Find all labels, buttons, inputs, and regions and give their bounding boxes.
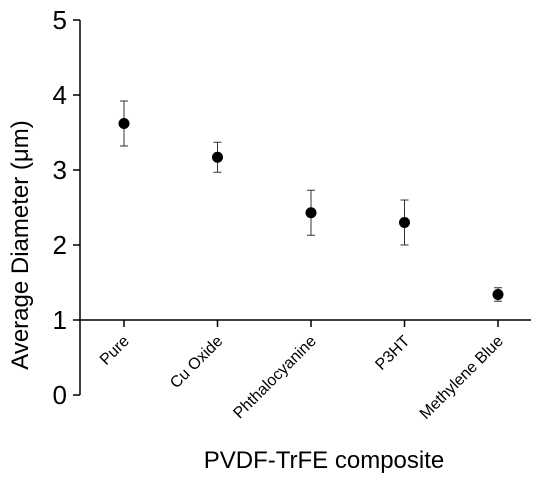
y-tick-label: 4 — [53, 80, 67, 110]
x-tick-label: Pure — [97, 333, 133, 369]
axes — [79, 20, 531, 395]
x-tick-label: Phthalocyanine — [230, 333, 319, 422]
x-axis-ticks: Pure Cu Oxide Phthalocyanine P3HT Methylene … — [97, 320, 507, 423]
data-points — [118, 118, 504, 300]
x-axis-title: PVDF-TrFE composite — [204, 447, 444, 474]
data-point — [305, 207, 317, 219]
x-tick-label: Cu Oxide — [167, 333, 226, 392]
data-point — [399, 217, 410, 228]
y-axis-title: Average Diameter (μm) — [7, 120, 34, 369]
y-tick-label: 5 — [53, 5, 67, 35]
error-bars — [120, 100, 502, 302]
y-axis-ticks: 0 1 2 3 4 5 — [53, 5, 80, 410]
y-tick-label: 2 — [53, 230, 67, 260]
y-tick-label: 0 — [53, 380, 67, 410]
data-point — [212, 151, 223, 163]
x-tick-label: P3HT — [372, 333, 413, 374]
data-point — [492, 289, 504, 300]
x-tick-label: Methylene Blue — [417, 333, 507, 423]
y-tick-label: 1 — [53, 305, 67, 335]
y-tick-label: 3 — [53, 155, 67, 185]
data-point — [118, 118, 130, 129]
